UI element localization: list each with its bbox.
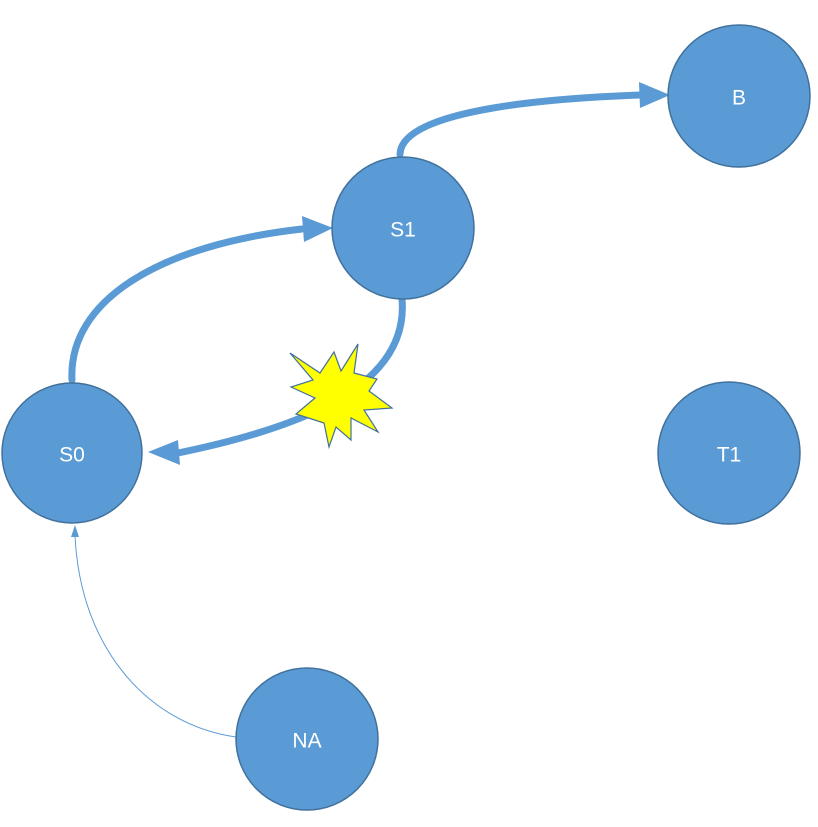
arrow-head	[148, 440, 180, 465]
arrow-head	[639, 82, 670, 108]
edge-s1-to-b	[396, 82, 670, 158]
arrow-head	[302, 216, 333, 242]
node-b[interactable]: B	[667, 24, 811, 168]
node-na[interactable]: NA	[235, 667, 379, 811]
node-label: B	[732, 87, 746, 110]
edge-s0-to-s1	[68, 216, 333, 384]
explosion-icon	[289, 343, 394, 450]
node-label: S1	[390, 219, 416, 242]
node-s0[interactable]: S0	[1, 382, 143, 524]
node-t1[interactable]: T1	[657, 381, 801, 525]
arrow-head	[71, 525, 79, 537]
node-s1[interactable]: S1	[331, 156, 475, 300]
edge-na-to-s0	[71, 525, 237, 738]
node-label: T1	[717, 444, 742, 467]
node-label: NA	[292, 730, 321, 753]
node-label: S0	[59, 444, 85, 467]
